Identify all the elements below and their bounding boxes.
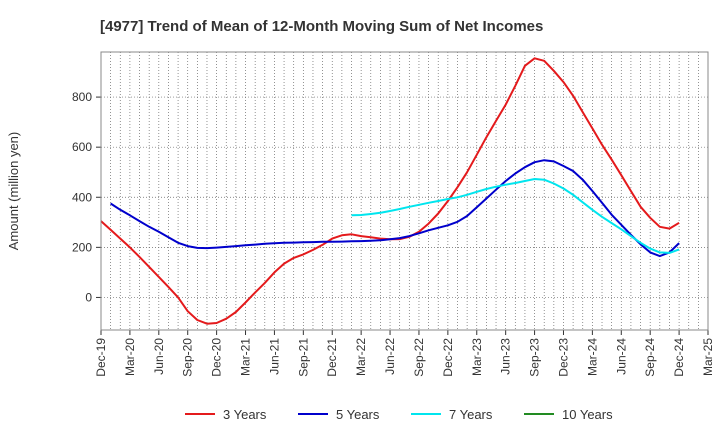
x-tick-label: Jun-20 [152,338,166,375]
x-tick-label: Mar-24 [585,338,599,376]
x-tick-label: Sep-20 [181,338,195,377]
grid [100,52,709,330]
plot-frame [100,51,709,331]
series-line-7-years [351,178,680,254]
x-tick-label: Sep-22 [412,338,426,377]
y-tick-label: 0 [85,290,92,304]
x-tick-label: Mar-23 [470,338,484,376]
x-tick-label: Mar-22 [354,338,368,376]
legend-label: 5 Years [336,407,380,422]
series-lines [100,57,680,325]
x-axis-ticks: Dec-19 Mar-20 Jun-20 Sep-20 Dec-20 Mar-21 Jun-… [94,330,715,377]
x-tick-label: Dec-24 [672,338,686,377]
x-tick-label: Sep-23 [528,338,542,377]
x-tick-label: Dec-23 [556,338,570,377]
legend-label: 3 Years [223,407,267,422]
legend-label: 10 Years [562,407,613,422]
x-tick-label: Sep-24 [643,338,657,377]
x-tick-label: Mar-25 [701,338,715,376]
x-tick-label: Dec-21 [325,338,339,377]
x-tick-label: Mar-20 [123,338,137,376]
y-axis-ticks: 0 200 400 600 800 [72,90,101,304]
x-tick-label: Jun-21 [267,338,281,375]
series-line-5-years [110,159,680,258]
x-tick-label: Sep-21 [296,338,310,377]
y-tick-label: 400 [72,190,92,204]
chart-title: [4977] Trend of Mean of 12-Month Moving … [100,18,543,35]
x-tick-label: Dec-19 [94,338,108,377]
y-tick-label: 600 [72,140,92,154]
legend: 3 Years 5 Years 7 Years 10 Years [185,407,613,422]
x-tick-label: Mar-21 [239,338,253,376]
x-tick-label: Dec-22 [441,338,455,377]
x-tick-label: Jun-22 [383,338,397,375]
x-tick-label: Jun-23 [499,338,513,375]
y-tick-label: 200 [72,240,92,254]
y-tick-label: 800 [72,90,92,104]
legend-label: 7 Years [449,407,493,422]
x-tick-label: Jun-24 [614,338,628,375]
x-tick-label: Dec-20 [210,338,224,377]
y-axis-label: Amount (million yen) [6,132,21,251]
